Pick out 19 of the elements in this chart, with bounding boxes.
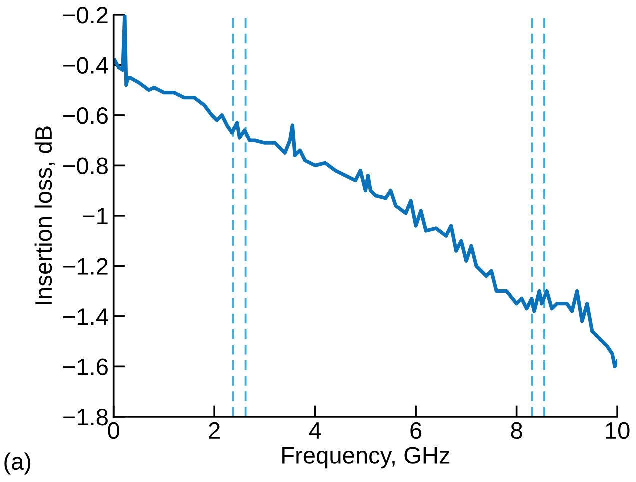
- text: (a): [4, 452, 31, 475]
- y-tick-label: −1.8: [64, 409, 108, 426]
- y-tick-label: −0.6: [64, 108, 108, 124]
- x-tick-label: 10: [606, 422, 630, 440]
- x-tick-label: 6: [410, 422, 422, 440]
- y-tick-label: −0.4: [64, 57, 108, 74]
- y-tick-label: −0.2: [64, 7, 108, 24]
- y-tick-label: −0.8: [64, 158, 108, 174]
- x-tick-label: 0: [108, 422, 120, 440]
- y-axis-title: Insertion loss, dB: [34, 126, 55, 304]
- x-tick-label: 2: [209, 422, 220, 439]
- y-tick-label: −1.6: [64, 358, 108, 376]
- x-tick-label: 4: [309, 422, 322, 439]
- y-tick-label: −1.4: [64, 308, 108, 325]
- line-series: [114, 14, 618, 368]
- x-axis-title: Frequency, GHz: [282, 447, 450, 469]
- y-tick-label: −1.2: [64, 258, 108, 275]
- y-tick-label: −1: [83, 208, 108, 224]
- x-tick-label: 8: [511, 422, 522, 440]
